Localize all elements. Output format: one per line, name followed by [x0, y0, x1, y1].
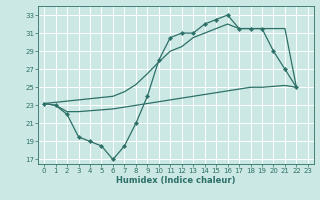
X-axis label: Humidex (Indice chaleur): Humidex (Indice chaleur): [116, 176, 236, 185]
